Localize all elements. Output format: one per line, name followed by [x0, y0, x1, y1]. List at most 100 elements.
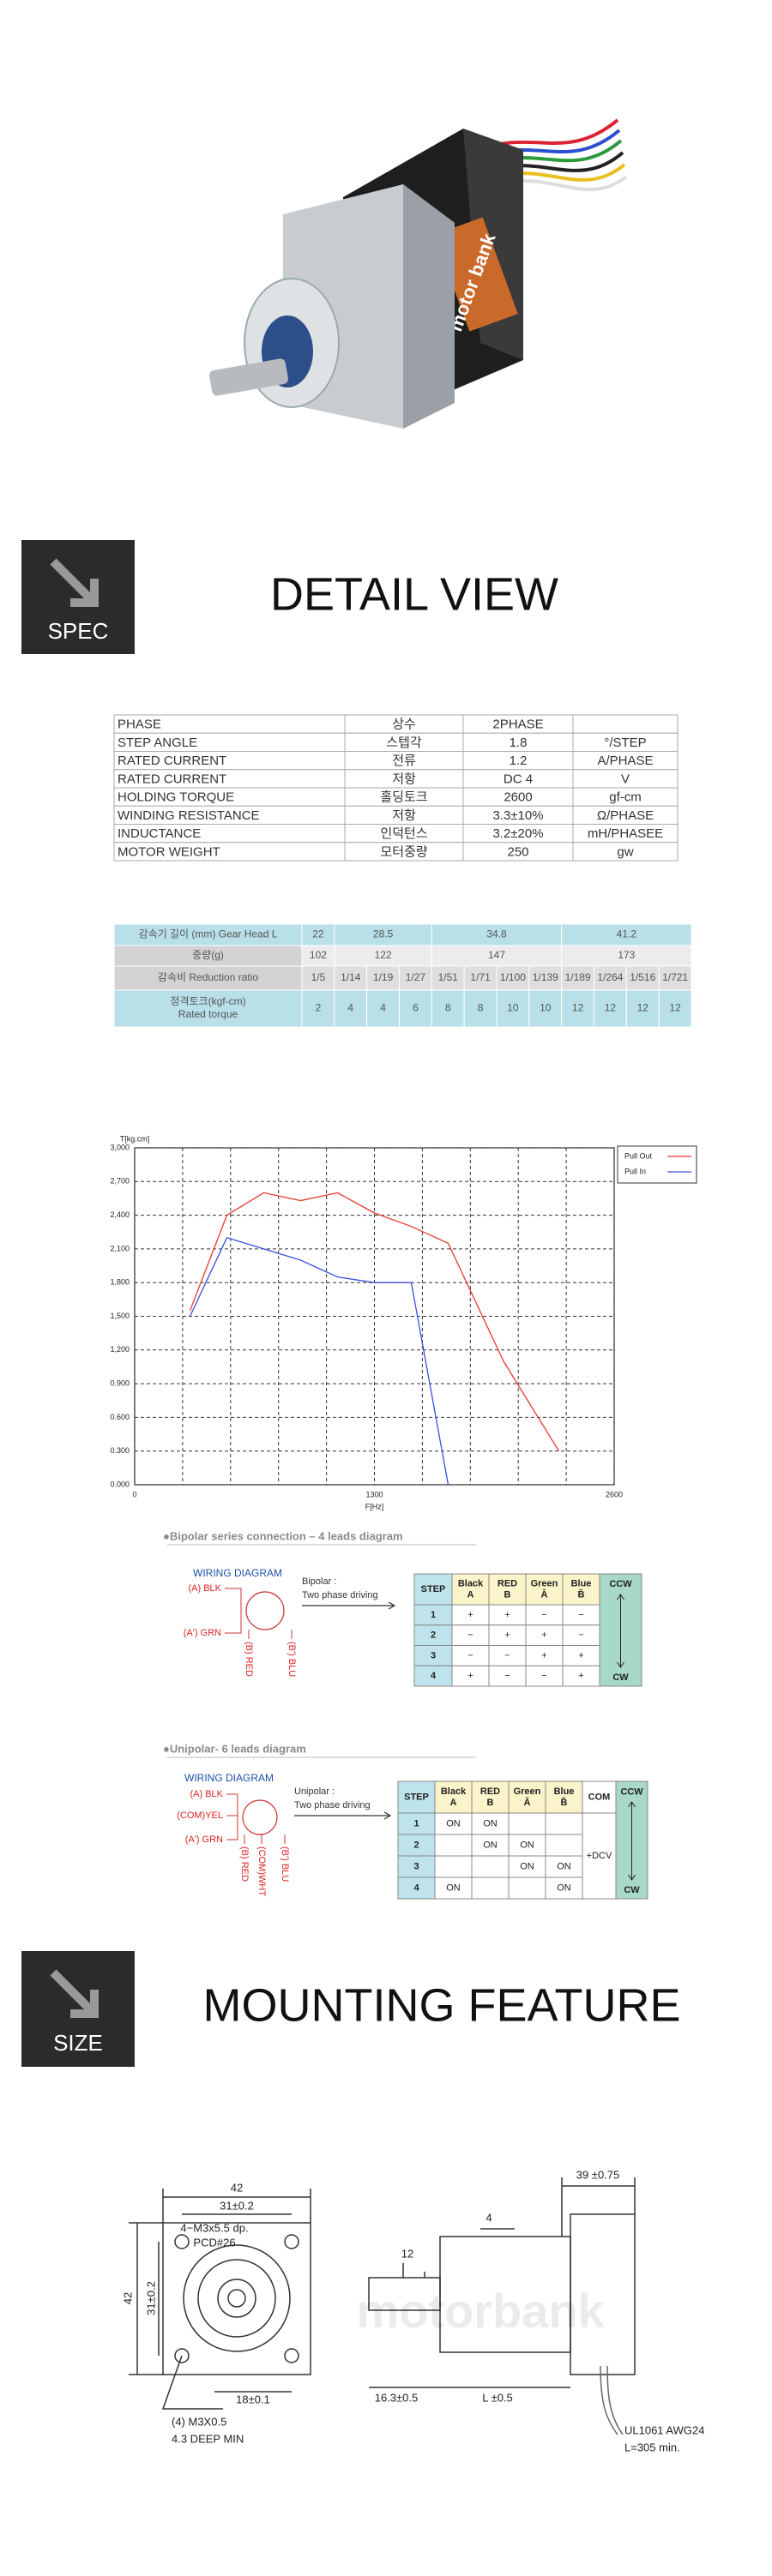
y-tick-label: 1,200 — [110, 1345, 130, 1354]
wire-label: (A') GRN — [185, 1834, 223, 1845]
gear-cell-text: 10 — [507, 1002, 519, 1014]
arrow — [302, 1601, 396, 1610]
gear-cell-text: 4 — [380, 1002, 386, 1014]
gear-cell-text: 1/189 — [565, 971, 591, 983]
table-cell — [625, 965, 660, 991]
table-cell — [399, 965, 432, 991]
spec-cell-text: 인덕턴스 — [380, 826, 427, 841]
table-cell — [334, 923, 432, 946]
gear-cell-text: 1/264 — [597, 971, 623, 983]
dimension-label: (4) M3X0.5 — [172, 2415, 226, 2428]
table-cell — [496, 965, 530, 991]
table-header: Blue — [554, 1786, 575, 1797]
table-cell-text: ON — [483, 1840, 498, 1850]
table-cell — [528, 989, 563, 1028]
gear-cell-text: 1/100 — [500, 971, 526, 983]
gear-cell-text: 12 — [605, 1002, 617, 1014]
direction-arrow — [617, 1594, 624, 1668]
spec-cell-text: 1.8 — [510, 736, 528, 750]
table-cell — [508, 1812, 546, 1835]
mode-label: Two phase driving — [294, 1800, 371, 1810]
gear-cell-text: 12 — [637, 1002, 649, 1014]
table-cell — [451, 1573, 490, 1606]
gear-cell-text: 1/139 — [533, 971, 558, 983]
table-header: CCW — [609, 1579, 632, 1589]
table-cell — [582, 1812, 617, 1900]
data-line — [189, 1192, 560, 1452]
table-cell — [561, 923, 692, 946]
gear-cell-text: 173 — [618, 949, 635, 961]
table-header: B̄ — [578, 1589, 585, 1600]
table-cell-text: ON — [446, 1882, 461, 1893]
table-header: Green — [514, 1786, 541, 1797]
table-cell-text: − — [504, 1671, 510, 1681]
table-cell — [399, 989, 432, 1028]
y-tick-label: 0.000 — [110, 1480, 130, 1488]
dimension-label: 42 — [231, 2181, 243, 2194]
table-cell — [471, 1876, 510, 1900]
table-cell — [594, 965, 627, 991]
table-cell — [397, 1834, 436, 1857]
spec-cell-text: RATED CURRENT — [118, 754, 226, 768]
legend-box — [617, 1145, 697, 1184]
motor-symbol — [242, 1799, 278, 1835]
dimension-label: 12 — [401, 2247, 413, 2260]
gear-cell-text: 8 — [478, 1002, 484, 1014]
table-cell — [572, 714, 679, 734]
wire-label: (COM)WHT — [256, 1846, 267, 1896]
table-cell-text: + — [541, 1630, 546, 1641]
dimension-label: 42 — [121, 2292, 134, 2304]
table-cell-text: + — [504, 1630, 510, 1641]
table-cell — [561, 989, 595, 1028]
spec-cell-text: MOTOR WEIGHT — [118, 844, 220, 859]
spec-cell-text: WINDING RESISTANCE — [118, 808, 260, 823]
table-cell — [397, 1855, 436, 1878]
wire-label: (B) RED — [244, 1642, 254, 1677]
table-header: RED — [480, 1786, 500, 1797]
table-header: B̄ — [561, 1798, 568, 1808]
watermark: motorbank — [356, 2284, 605, 2338]
spec-cell-text: 3.2±20% — [492, 826, 543, 841]
y-tick-label: 0.600 — [110, 1413, 130, 1421]
spec-cell-text: A/PHASE — [597, 754, 653, 768]
gear-cell-text: 1/71 — [470, 971, 491, 983]
wire — [226, 1815, 238, 1817]
table-cell — [434, 1780, 473, 1814]
spec-cell-text: RATED CURRENT — [118, 772, 226, 786]
size-badge — [21, 1951, 135, 2067]
table-cell-text: ON — [520, 1861, 534, 1871]
table-cell — [334, 989, 368, 1028]
table-cell — [471, 1780, 510, 1814]
gear-cell-text: 1/5 — [311, 971, 326, 983]
spec-cell-text: HOLDING TORQUE — [118, 790, 234, 805]
mode-label: Unipolar : — [294, 1786, 335, 1797]
dimension-label: 4.3 DEEP MIN — [172, 2432, 244, 2445]
table-cell-text: − — [504, 1650, 510, 1660]
gear-cell-text: 147 — [488, 949, 505, 961]
spec-cell-text: INDUCTANCE — [118, 826, 201, 841]
table-header: CW — [624, 1885, 640, 1895]
table-cell — [625, 989, 660, 1028]
gear-cell-text: 34.8 — [486, 928, 507, 940]
table-header: RED — [498, 1578, 517, 1588]
table-cell-text: 1 — [431, 1610, 436, 1620]
motor-symbol — [245, 1591, 285, 1630]
spec-badge — [21, 540, 135, 654]
table-header: A — [467, 1589, 474, 1600]
table-header: B — [487, 1798, 494, 1808]
wire — [226, 1817, 238, 1840]
wire-label: (A) BLK — [190, 1789, 223, 1799]
table-cell — [113, 989, 303, 1028]
x-tick-label: 2600 — [606, 1490, 623, 1498]
gear-label: 감속기 길이 (mm) Gear Head L — [139, 928, 278, 940]
table-cell — [366, 989, 400, 1028]
gear-cell-text: 8 — [445, 1002, 451, 1014]
table-cell — [582, 1780, 617, 1814]
table-cell — [431, 945, 563, 967]
table-cell — [434, 1876, 473, 1900]
gear-label: 감속비 Reduction ratio — [158, 971, 258, 983]
y-tick-label: 3,000 — [110, 1143, 130, 1151]
table-header: COM — [588, 1792, 611, 1802]
gear-cell-text: 122 — [375, 949, 392, 961]
